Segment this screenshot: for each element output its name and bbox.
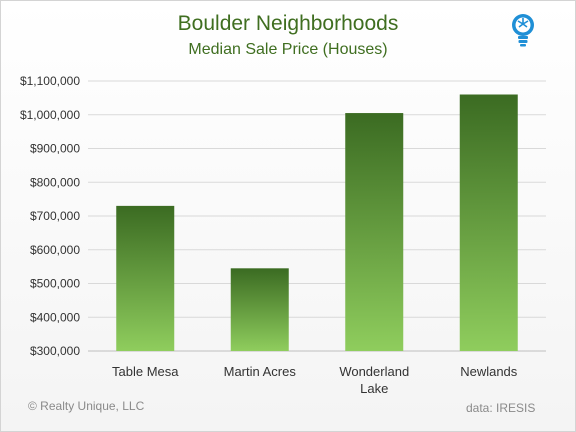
y-axis-ticks: $300,000 $400,000 $500,000 $600,000 $700,000…: [20, 74, 80, 358]
bar: [230, 268, 289, 351]
bar: [116, 205, 175, 351]
data-source-text: data: IRESIS: [466, 401, 536, 415]
y-tick-label: $500,000: [30, 277, 80, 291]
x-tick-label: Wonderland: [339, 364, 409, 379]
bar: [345, 113, 404, 351]
chart-subtitle: Median Sale Price (Houses): [188, 41, 388, 58]
bars: [116, 94, 518, 351]
x-axis-ticks: Table Mesa Martin Acres Wonderland Lake Newl…: [112, 364, 518, 396]
y-tick-label: $1,100,000: [20, 74, 80, 88]
lightbulb-icon: [512, 14, 534, 47]
y-tick-label: $900,000: [30, 142, 80, 156]
y-tick-label: $600,000: [30, 243, 80, 257]
y-tick-label: $1,000,000: [20, 108, 80, 122]
bar: [459, 94, 518, 351]
x-tick-label: Table Mesa: [112, 364, 179, 379]
y-tick-label: $400,000: [30, 310, 80, 324]
x-tick-label: Martin Acres: [224, 364, 297, 379]
y-tick-label: $800,000: [30, 175, 80, 189]
y-tick-label: $300,000: [30, 344, 80, 358]
copyright-text: © Realty Unique, LLC: [28, 399, 145, 413]
y-tick-label: $700,000: [30, 209, 80, 223]
chart-title: Boulder Neighborhoods: [177, 12, 399, 35]
x-tick-label: Lake: [360, 381, 388, 396]
x-tick-label: Newlands: [460, 364, 518, 379]
